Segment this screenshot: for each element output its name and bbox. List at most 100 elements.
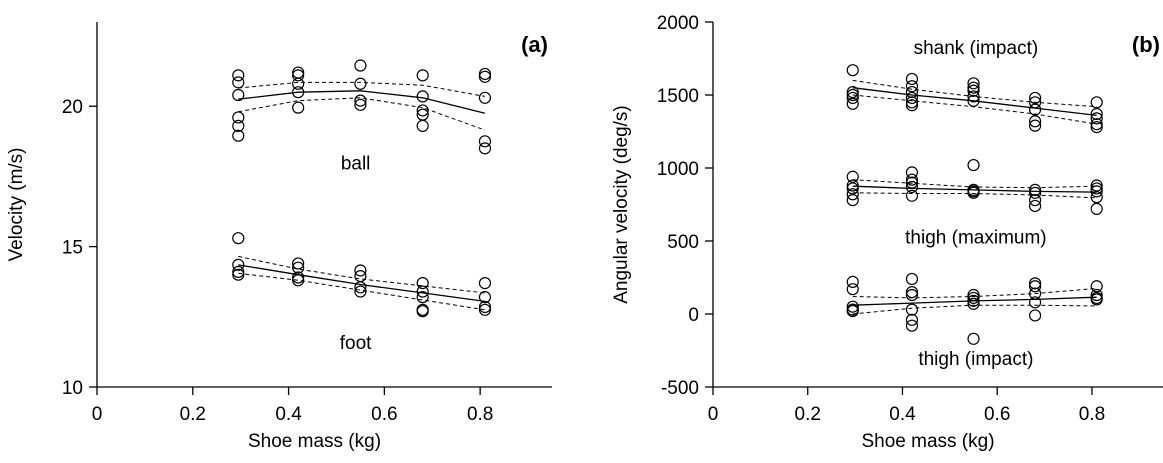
data-point [967,186,980,199]
data-point [1029,277,1042,290]
data-point [846,64,859,77]
y-tick-label: 1500 [657,86,699,107]
data-point [1090,191,1103,204]
annotation-label: foot [340,333,372,354]
x-tick-label: 0.8 [467,404,493,425]
data-point [416,277,429,290]
data-point [967,94,980,107]
fit-line [852,185,1097,193]
data-point [905,173,919,186]
ci-lower-line [852,304,1097,315]
series-0 [232,59,492,155]
fit-line [238,264,485,303]
panel-label: (b) [1132,32,1160,57]
x-tick-label: 0.2 [180,404,206,425]
fit-line [852,87,1097,117]
data-point [1090,179,1103,192]
x-tick-label: 0 [708,404,719,425]
data-point [1090,121,1103,134]
y-tick-label: 500 [667,232,699,253]
data-point [905,166,919,179]
data-point [1090,185,1103,198]
data-point [1090,112,1103,125]
y-axis-label: Angular velocity (deg/s) [611,105,632,304]
data-point [905,85,919,99]
data-point [416,305,429,318]
annotation-label: thigh (impact) [918,349,1033,370]
data-point [846,170,859,183]
data-point [354,94,367,107]
data-point [478,142,492,155]
data-point [967,77,980,90]
y-tick-label: 2000 [657,13,699,34]
data-point [1029,96,1042,109]
data-point [846,300,859,313]
data-point [232,119,245,132]
data-point [292,271,305,284]
panel-b-angular-velocity-chart: 0 0.2 0.4 0.6 0.8 -500 0 500 1000 1500 2000 Shoe ma… [611,13,1163,452]
data-point [846,85,859,99]
data-point [905,286,919,299]
data-point [1029,309,1042,322]
y-tick-label: 10 [62,378,83,399]
data-point [967,291,980,305]
data-point [905,176,919,189]
data-point [846,91,859,105]
annotation-label: ball [341,153,371,174]
data-point [232,268,245,281]
x-tick-label: 0.4 [275,404,302,425]
data-point [1029,115,1042,128]
data-point [416,104,429,117]
data-point [905,303,919,316]
data-point [232,88,245,102]
data-point [416,69,429,82]
panel-label: (a) [521,32,548,57]
data-point [232,69,245,82]
data-point [478,91,492,104]
data-point [1029,194,1042,207]
y-tick-label: 15 [62,238,83,259]
ci-lower-line [852,192,1097,199]
data-point [905,99,919,112]
y-tick-label: 0 [688,305,699,326]
data-point [846,97,859,110]
data-point [1029,183,1042,196]
data-point [1090,280,1103,293]
y-tick-label: -500 [661,378,699,399]
data-point [232,111,245,124]
data-point [416,90,429,103]
y-tick-label: 20 [62,97,83,118]
data-point [905,288,919,302]
data-point [1029,296,1042,309]
data-point [1090,202,1103,215]
data-point [478,67,492,81]
data-point [846,182,859,195]
data-point [478,291,492,304]
data-point [478,135,492,148]
series-0 [846,64,1103,134]
data-point [292,261,305,274]
data-point [846,88,859,102]
fit-line [238,90,486,114]
data-point [1029,199,1042,213]
series-1 [232,232,492,318]
data-point [905,80,919,93]
data-point [905,72,919,86]
ci-lower-line [852,94,1097,125]
data-point [292,86,305,99]
series-1 [846,158,1103,215]
data-point [967,297,980,310]
data-point [905,96,919,109]
data-point [1029,119,1042,132]
x-tick-label: 0.8 [1079,404,1105,425]
data-point [478,300,492,314]
data-point [354,281,367,294]
x-axis-label: Shoe mass (kg) [861,431,994,452]
data-point [905,319,919,332]
x-tick-label: 0.2 [795,404,821,425]
data-point [905,189,919,202]
data-point [967,288,980,302]
data-point [1029,287,1042,300]
data-point [967,332,980,345]
